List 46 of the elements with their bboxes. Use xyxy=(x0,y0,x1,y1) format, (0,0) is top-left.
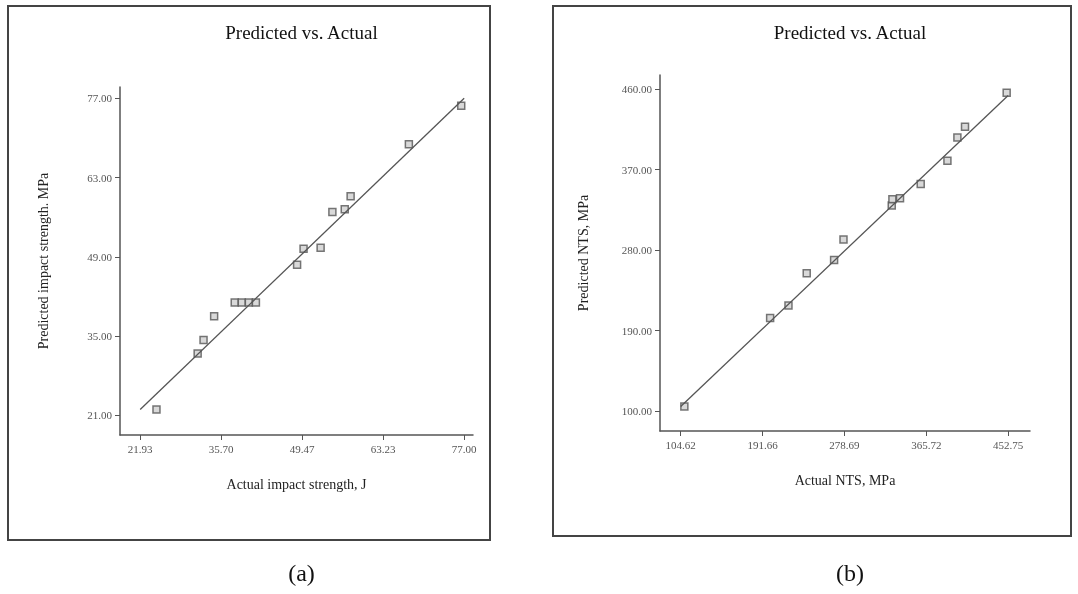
x-axis-title: Actual NTS, MPa xyxy=(794,472,897,488)
y-tick-label: 77.00 xyxy=(87,92,113,105)
y-tick-label: 100.00 xyxy=(621,404,653,417)
point xyxy=(888,194,897,204)
point xyxy=(230,298,239,307)
y-tick-label: 21.00 xyxy=(87,409,113,422)
y-tick-label: 49.00 xyxy=(87,250,113,263)
point xyxy=(943,156,952,166)
x-tick-label: 365.72 xyxy=(911,438,942,451)
point xyxy=(839,235,848,244)
y-axis-title: Predicted impact strength. MPa xyxy=(35,171,51,350)
y-tick-label: 190.00 xyxy=(621,324,653,337)
y-tick-label: 460.00 xyxy=(621,83,653,96)
y-tick-label: 280.00 xyxy=(621,244,653,257)
x-tick-label: 104.62 xyxy=(665,438,696,451)
x-tick-label: 77.00 xyxy=(451,442,478,455)
x-tick-label: 191.66 xyxy=(747,438,779,451)
point xyxy=(237,298,247,307)
point xyxy=(152,405,161,414)
y-tick-label: 35.00 xyxy=(87,329,113,342)
point xyxy=(346,191,355,201)
point xyxy=(292,260,302,269)
chart-title: Predicted vs. Actual xyxy=(225,22,378,43)
x-tick-label: 63.23 xyxy=(370,442,397,455)
x-tick-label: 452.75 xyxy=(993,438,1024,451)
point xyxy=(916,179,925,189)
point xyxy=(960,122,970,132)
x-axis-title: Actual impact strength, J xyxy=(226,476,368,492)
y-axis-title: Predicted NTS, MPa xyxy=(575,194,591,312)
point xyxy=(404,139,414,149)
x-tick-label: 49.47 xyxy=(289,442,316,455)
point xyxy=(953,133,962,142)
point xyxy=(1002,88,1011,98)
point xyxy=(328,207,337,217)
x-tick-label: 21.93 xyxy=(127,442,154,455)
y-tick-label: 63.00 xyxy=(87,171,113,184)
chart-title: Predicted vs. Actual xyxy=(773,22,927,43)
point xyxy=(802,269,811,278)
point xyxy=(209,311,219,321)
x-tick-label: 278.69 xyxy=(829,438,861,451)
point xyxy=(199,335,208,345)
x-tick-label: 35.70 xyxy=(208,442,235,455)
point xyxy=(316,243,325,252)
y-tick-label: 370.00 xyxy=(621,163,653,176)
text: (b) xyxy=(836,560,864,586)
text: (a) xyxy=(288,560,315,586)
